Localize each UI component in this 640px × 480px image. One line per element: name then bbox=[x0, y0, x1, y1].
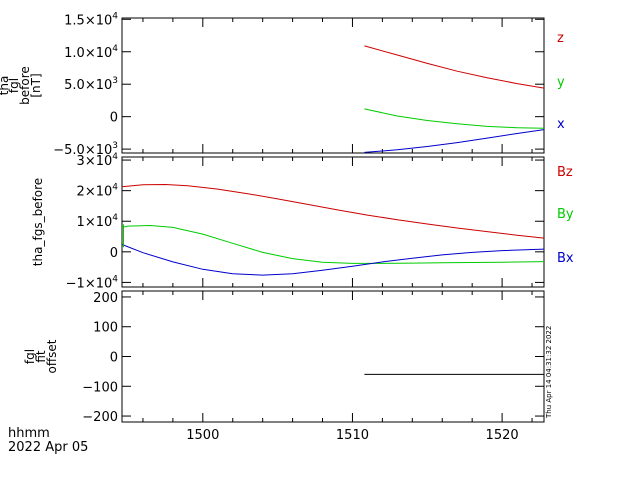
plot-frame bbox=[121, 156, 545, 288]
legend-Bz: Bz bbox=[557, 165, 573, 180]
y-tick-label: 200 bbox=[93, 291, 118, 306]
y-axis-label: fgl bbox=[23, 349, 37, 364]
y-tick-mantissa: 3×10 bbox=[77, 154, 113, 169]
y-tick-label: 3×104 bbox=[77, 152, 119, 169]
series-line-x bbox=[364, 129, 544, 153]
y-axis-label: tha_fgs_before bbox=[31, 178, 45, 266]
legend-z: z bbox=[557, 31, 564, 46]
y-tick-label: 100 bbox=[93, 321, 118, 336]
y-tick-mantissa: 1.5×10 bbox=[64, 13, 112, 28]
y-tick-label: 1.0×104 bbox=[64, 44, 118, 61]
panel-1: 1.5×1041.0×1045.0×1030−5.0×103thafglbefo… bbox=[0, 11, 565, 158]
y-tick-exponent: 4 bbox=[112, 183, 118, 193]
y-tick-label: 0 bbox=[110, 111, 118, 126]
y-axis-label: fgl bbox=[7, 78, 21, 93]
y-tick-label: 5.0×103 bbox=[64, 76, 118, 93]
x-tick-label: 1520 bbox=[486, 428, 519, 443]
series-line-y bbox=[364, 108, 544, 129]
legend-Bx: Bx bbox=[557, 251, 574, 266]
y-tick-exponent: 3 bbox=[112, 76, 118, 86]
series-line-Bz bbox=[122, 183, 544, 239]
date-label: 2022 Apr 05 bbox=[8, 440, 88, 455]
y-axis-label: tha bbox=[0, 76, 11, 96]
y-tick-mantissa: 1.0×10 bbox=[64, 46, 112, 61]
y-axis-label: fit bbox=[34, 350, 48, 363]
legend-By: By bbox=[557, 207, 574, 222]
y-tick-mantissa: 2×10 bbox=[77, 185, 113, 200]
legend-x: x bbox=[557, 117, 565, 132]
y-tick-label: −1×104 bbox=[66, 274, 119, 291]
y-tick-mantissa: 5.0×10 bbox=[64, 78, 112, 93]
panel-2: 3×1042×1041×1040−1×104tha_fgs_beforeBzBy… bbox=[31, 152, 574, 291]
y-tick-exponent: 4 bbox=[112, 152, 118, 162]
y-tick-exponent: 4 bbox=[112, 213, 118, 223]
y-tick-mantissa: 1×10 bbox=[77, 215, 113, 230]
y-tick-label: −100 bbox=[82, 380, 118, 395]
y-tick-exponent: 4 bbox=[112, 11, 118, 21]
x-unit-label: hhmm bbox=[8, 426, 50, 441]
y-tick-label: 1×104 bbox=[77, 213, 119, 230]
y-tick-label: 0 bbox=[110, 351, 118, 366]
plot-frame bbox=[121, 17, 545, 154]
y-tick-exponent: 4 bbox=[112, 274, 118, 284]
y-axis-label: [nT] bbox=[29, 73, 43, 97]
y-tick-label: 2×104 bbox=[77, 183, 119, 200]
y-tick-mantissa: −1×10 bbox=[66, 276, 113, 291]
y-tick-mantissa: −5.0×10 bbox=[53, 143, 112, 158]
y-tick-label: 0 bbox=[110, 246, 118, 261]
y-tick-exponent: 3 bbox=[112, 141, 118, 151]
y-axis-label: offset bbox=[45, 339, 59, 373]
series-line-Bx bbox=[122, 244, 544, 276]
y-tick-label: −200 bbox=[82, 410, 118, 425]
legend-y: y bbox=[557, 75, 565, 90]
y-tick-label: 1.5×104 bbox=[64, 11, 118, 28]
y-axis-label: before bbox=[18, 66, 32, 105]
x-tick-label: 1510 bbox=[336, 428, 369, 443]
y-tick-label: −5.0×103 bbox=[53, 141, 118, 158]
series-line-z bbox=[364, 45, 544, 89]
x-tick-label: 1500 bbox=[186, 428, 219, 443]
timestamp-label: Thu Apr 14 04:31:32 2022 bbox=[545, 326, 553, 419]
y-tick-exponent: 4 bbox=[112, 44, 118, 54]
series-line-By bbox=[122, 224, 544, 264]
plot-frame bbox=[121, 290, 545, 423]
